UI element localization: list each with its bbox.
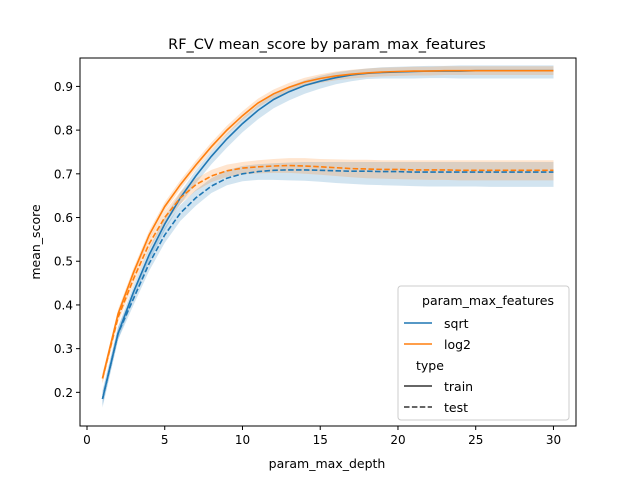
x-tick-label: 30	[546, 433, 561, 447]
plot-frame	[79, 57, 577, 427]
y-axis: 0.2 0.3 0.4 0.5 0.6 0.7 0.8 0.9	[54, 80, 80, 400]
chart-title: RF_CV mean_score by param_max_features	[168, 37, 486, 53]
legend-entry-log2: log2	[404, 337, 471, 352]
x-tick-label: 20	[390, 433, 405, 447]
legend-entry-test: test	[404, 400, 468, 415]
series-line-log2-train	[101, 69, 554, 379]
y-tick-label: 0.5	[54, 255, 73, 269]
legend-label-sqrt: sqrt	[444, 316, 469, 331]
x-tick-label: 5	[161, 433, 169, 447]
y-tick-label: 0.6	[54, 211, 73, 225]
y-tick-label: 0.2	[54, 386, 73, 400]
legend-label-train: train	[444, 379, 473, 394]
y-axis-label: mean_score	[28, 204, 43, 280]
y-tick-label: 0.8	[54, 124, 73, 138]
y-tick-label: 0.9	[54, 80, 73, 94]
y-tick-label: 0.7	[54, 167, 73, 181]
x-tick-label: 15	[313, 433, 328, 447]
legend-entry-train: train	[404, 379, 473, 394]
ci-band-sqrt-test	[102, 162, 554, 406]
legend-title-style: type	[416, 358, 444, 373]
legend-label-log2: log2	[444, 337, 471, 352]
legend-entry-sqrt: sqrt	[404, 316, 469, 331]
x-tick-label: 10	[235, 433, 250, 447]
x-axis-label: param_max_depth	[269, 456, 386, 471]
legend: param_max_features sqrt log2 type train …	[397, 285, 570, 421]
y-tick-label: 0.4	[54, 298, 73, 312]
series-line-log2-test	[101, 164, 554, 379]
y-tick-label: 0.3	[54, 342, 73, 356]
x-tick-label: 25	[468, 433, 483, 447]
ci-band-log2-train	[102, 66, 554, 383]
series-lines	[101, 69, 554, 400]
x-tick-label: 0	[83, 433, 91, 447]
series-line-sqrt-test	[101, 169, 554, 400]
legend-box	[397, 285, 570, 421]
legend-title-hue: param_max_features	[422, 293, 554, 308]
legend-label-test: test	[444, 400, 468, 415]
x-axis: 0 5 10 15 20 25 30	[83, 426, 561, 447]
